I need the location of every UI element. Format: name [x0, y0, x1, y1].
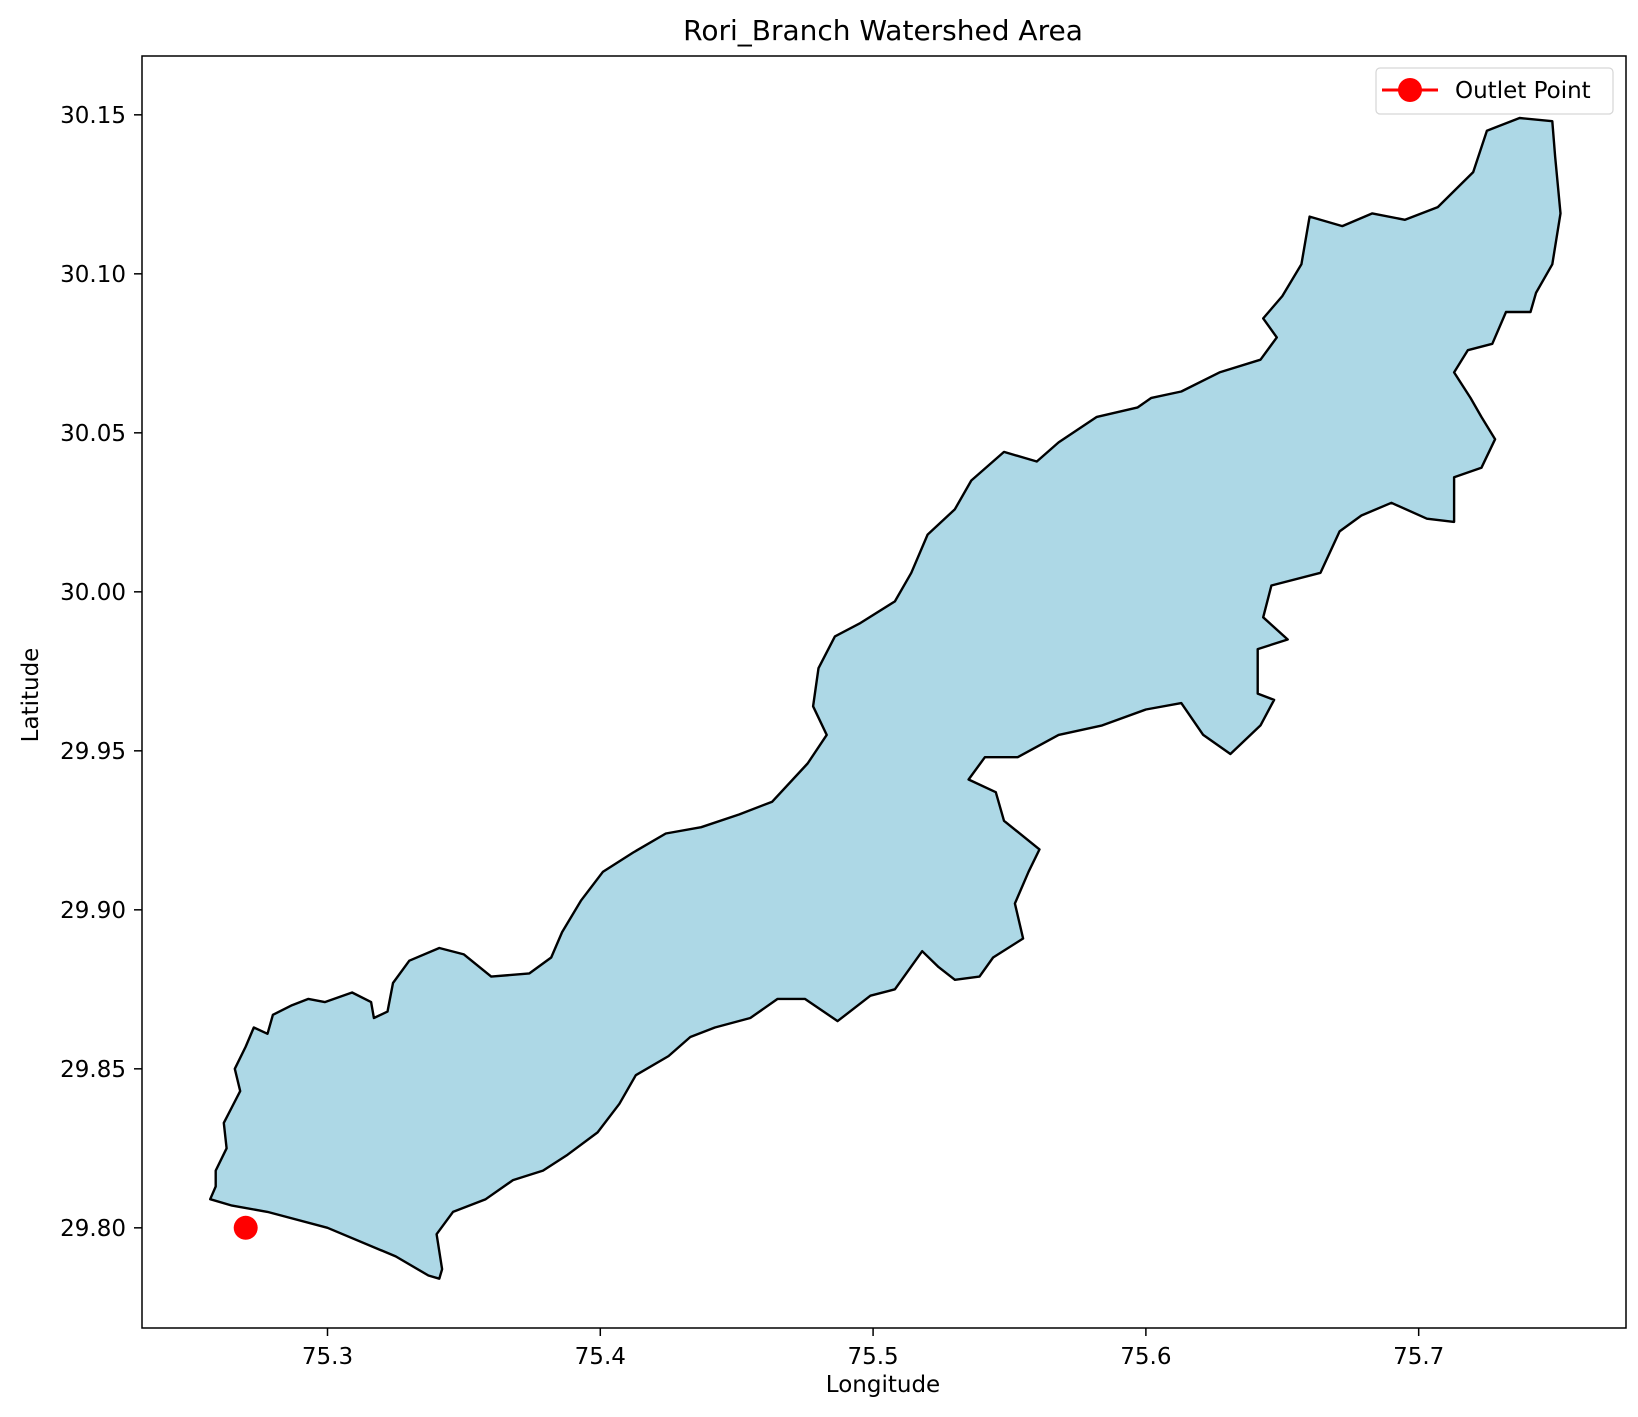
x-tick-label: 75.7 — [1393, 1344, 1444, 1370]
watershed-polygon — [208, 116, 1562, 1280]
legend: Outlet Point — [1375, 67, 1614, 115]
y-tick-label: 29.90 — [60, 898, 126, 924]
legend-box — [1375, 67, 1614, 115]
axes-frame — [141, 55, 1627, 1329]
y-tick-label: 29.80 — [60, 1216, 126, 1242]
y-tick-label: 29.85 — [60, 1057, 126, 1083]
outlet-point-marker — [233, 1215, 258, 1240]
y-axis-label: Latitude — [18, 648, 44, 743]
x-tick-label: 75.5 — [847, 1344, 898, 1370]
y-tick-label: 30.15 — [60, 103, 126, 129]
y-tick-label: 29.95 — [60, 739, 126, 765]
y-tick-label: 30.00 — [60, 580, 126, 606]
x-tick-label: 75.6 — [1120, 1344, 1171, 1370]
x-tick-label: 75.4 — [575, 1344, 626, 1370]
x-tick-label: 75.3 — [302, 1344, 353, 1370]
legend-label-outlet-point: Outlet Point — [1455, 78, 1591, 104]
plot-area — [208, 116, 1562, 1280]
y-axis-ticks: 29.80 29.85 29.90 29.95 30.00 30.05 30.10 30.15 — [60, 103, 142, 1242]
x-axis-label: Longitude — [826, 1372, 940, 1398]
y-tick-label: 30.10 — [60, 262, 126, 288]
legend-marker-swatch — [1398, 78, 1422, 102]
chart-title: Rori_Branch Watershed Area — [683, 14, 1083, 47]
y-tick-label: 30.05 — [60, 421, 126, 447]
x-axis-ticks: 75.3 75.4 75.5 75.6 75.7 — [302, 1328, 1444, 1370]
